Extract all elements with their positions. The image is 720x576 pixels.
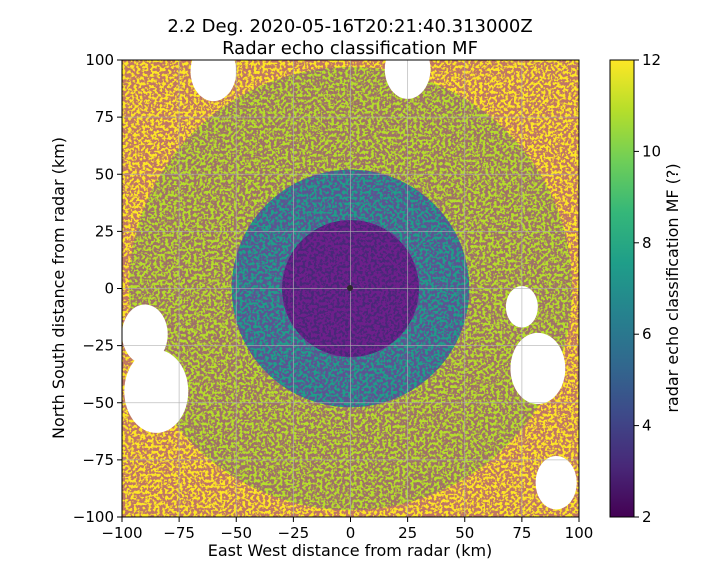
x-tick-label-8: 100 — [565, 524, 594, 542]
colorbar-tick-label-3: 8 — [642, 234, 652, 252]
grid-lines — [122, 60, 579, 517]
y-tick-label-2: −50 — [82, 394, 114, 412]
no-data-region-1 — [122, 304, 168, 364]
y-axis-ticks: −100 −75 −50 −25 0 25 50 75 100 — [73, 51, 122, 526]
no-data-region-0 — [124, 349, 189, 433]
x-tick-label-3: −25 — [278, 524, 310, 542]
x-tick-label-7: 75 — [512, 524, 531, 542]
y-tick-label-3: −25 — [82, 337, 114, 355]
y-tick-label-5: 25 — [95, 222, 114, 240]
colorbar-label: radar echo classification MF (?) — [663, 163, 682, 412]
colorbar-tick-label-4: 10 — [642, 142, 661, 160]
colorbar — [609, 59, 635, 518]
colorbar-tick-label-1: 4 — [642, 417, 652, 435]
x-tick-label-0: −100 — [101, 524, 142, 542]
no-data-regions — [122, 60, 577, 510]
x-tick-label-5: 25 — [398, 524, 417, 542]
plot-area — [122, 60, 579, 517]
colorbar-tick-label-2: 6 — [642, 325, 652, 343]
x-tick-label-1: −75 — [163, 524, 195, 542]
radar-site-marker — [347, 285, 353, 291]
y-tick-label-7: 75 — [95, 108, 114, 126]
no-data-region-5 — [190, 60, 237, 102]
x-axis-label: East West distance from radar (km) — [208, 541, 493, 560]
y-axis-label: North South distance from radar (km) — [49, 137, 68, 439]
y-tick-label-8: 100 — [85, 51, 114, 69]
colorbar-tick-label-5: 12 — [642, 51, 661, 69]
chart-title-line2: Radar echo classification MF — [222, 38, 478, 59]
y-tick-label-6: 50 — [95, 165, 114, 183]
x-tick-label-4: 0 — [346, 524, 356, 542]
x-tick-label-6: 50 — [455, 524, 474, 542]
y-tick-label-4: 0 — [104, 280, 114, 298]
x-axis-ticks: −100 −75 −50 −25 0 25 50 75 100 — [101, 517, 593, 542]
no-data-region-2 — [510, 332, 566, 405]
y-tick-label-0: −100 — [73, 508, 114, 526]
chart-title-line1: 2.2 Deg. 2020-05-16T20:21:40.313000Z — [167, 16, 532, 37]
y-tick-label-1: −75 — [82, 451, 114, 469]
x-tick-label-2: −50 — [220, 524, 252, 542]
colorbar-ticks: 2 4 6 8 10 12 — [634, 51, 661, 526]
no-data-region-4 — [535, 455, 577, 510]
colorbar-tick-label-0: 2 — [642, 508, 652, 526]
